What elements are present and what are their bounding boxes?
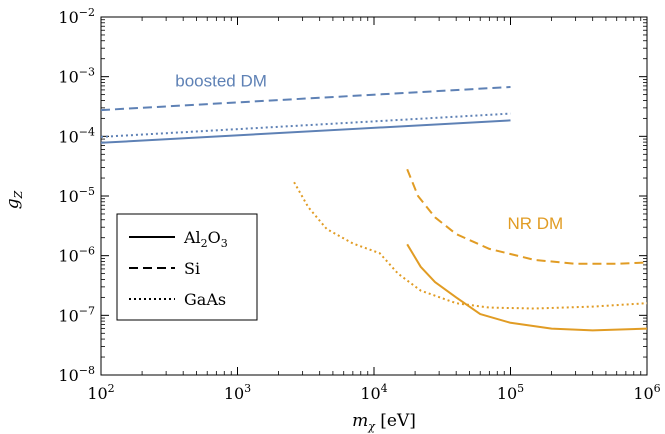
series-boosted-dm-gaas-line bbox=[100, 112, 511, 138]
axes-layer: 102 103 104 105 106 10−8 10−7 10−6 10−5 10−4 10−3 1… bbox=[58, 6, 660, 403]
legend-box bbox=[116, 213, 258, 321]
y-tick-label: 10−8 bbox=[58, 364, 95, 385]
y-axis-title: gZ bbox=[3, 190, 25, 209]
x-axis-title: mχ [eV] bbox=[352, 411, 416, 433]
y-tick-label: 10−6 bbox=[58, 245, 95, 266]
series-nr-dm-gaas-line bbox=[293, 181, 648, 310]
x-tick-label: 106 bbox=[633, 382, 660, 403]
series-boosted-dm-al2o3-line bbox=[100, 119, 511, 144]
series-boosted-dm-si-line bbox=[100, 86, 511, 112]
x-tick-label: 102 bbox=[87, 382, 114, 403]
y-tick-label: 10−2 bbox=[58, 6, 95, 27]
y-tick-label: 10−3 bbox=[58, 66, 95, 87]
text-layer: mχ [eV] gZ boosted DM NR DM bbox=[3, 72, 563, 433]
y-tick-label: 10−5 bbox=[58, 185, 95, 206]
series-nr-dm-al2o3-line bbox=[406, 243, 648, 332]
y-tick-label: 10−4 bbox=[58, 125, 95, 146]
annotation-nr-dm: NR DM bbox=[507, 214, 563, 233]
series-layer bbox=[100, 86, 648, 332]
legend-label-al2o3: Al2O3 bbox=[183, 228, 228, 250]
x-tick-label: 103 bbox=[224, 382, 251, 403]
legend-label-si: Si bbox=[184, 259, 200, 278]
series-nr-dm-si-line bbox=[406, 168, 648, 265]
legend: Al2O3 Si GaAs bbox=[116, 213, 258, 321]
legend-label-gaas: GaAs bbox=[184, 290, 226, 309]
annotation-boosted-dm: boosted DM bbox=[175, 72, 267, 91]
x-tick-label: 104 bbox=[360, 382, 387, 403]
x-tick-label: 105 bbox=[497, 382, 524, 403]
y-tick-label: 10−7 bbox=[58, 304, 95, 325]
